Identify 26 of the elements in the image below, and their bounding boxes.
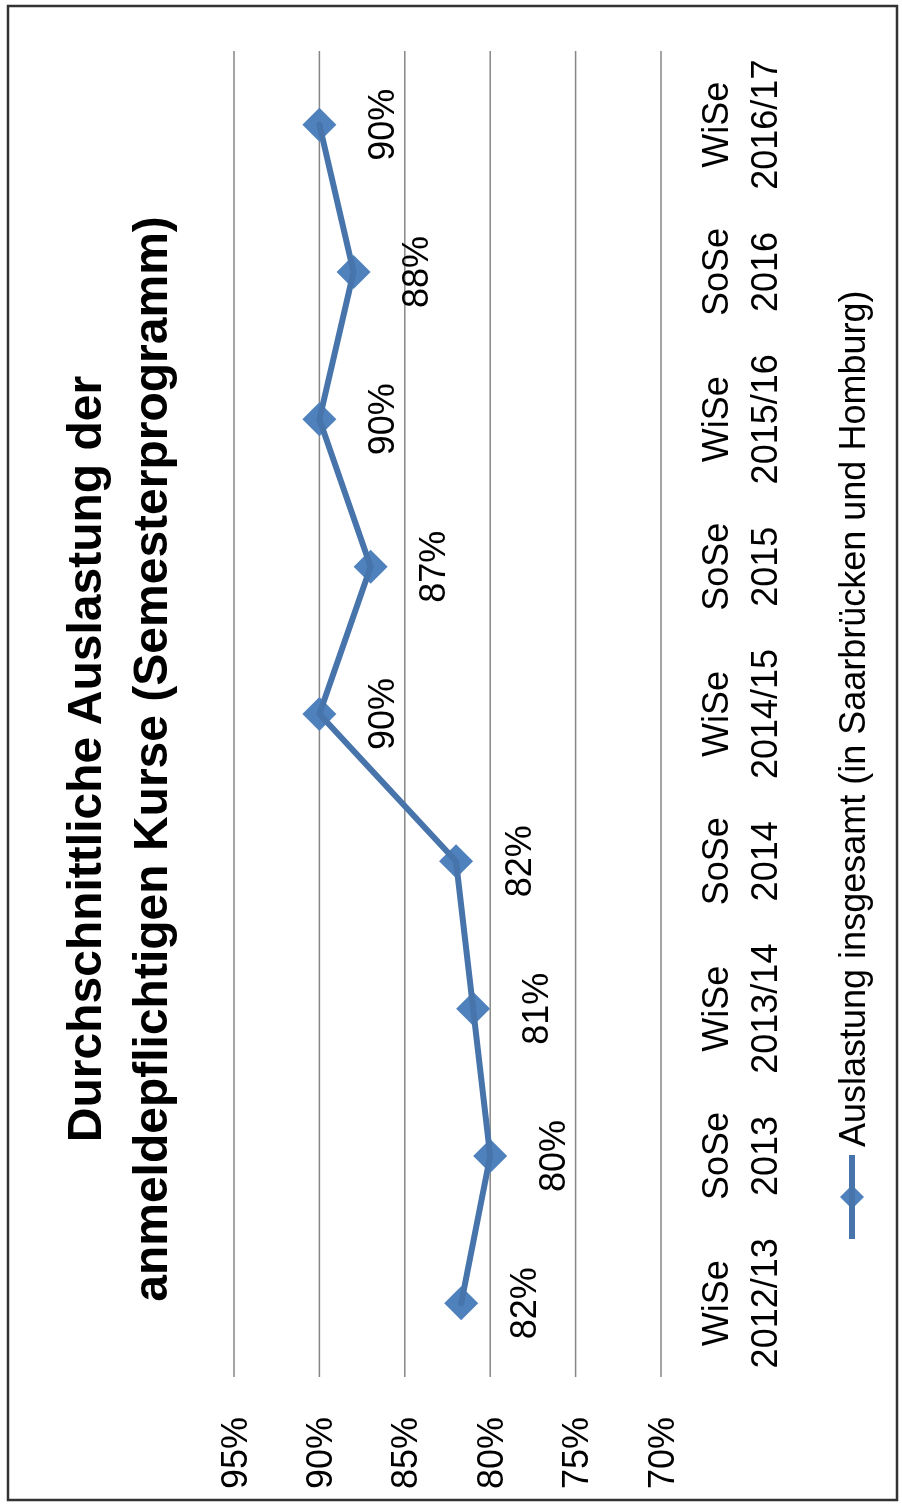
y-tick-label: SoSe 2014 xyxy=(695,817,785,906)
data-label: 90% xyxy=(360,383,402,456)
data-label: 88% xyxy=(395,235,437,309)
y-tick-label: WiSe 2014/15 xyxy=(695,648,785,780)
x-tick-label: 70% xyxy=(640,1417,682,1490)
data-label: 90% xyxy=(360,88,402,161)
data-label: 81% xyxy=(514,972,556,1045)
x-tick-label: 75% xyxy=(555,1417,597,1490)
x-tick-label: 95% xyxy=(213,1417,255,1490)
y-tick-label: WiSe 2015/16 xyxy=(695,354,785,485)
data-label: 82% xyxy=(497,825,539,898)
text: Durchschnittliche Auslastung der anmeldepflichtigen Kurse (Semesterprogramm) xyxy=(58,216,177,1302)
y-tick-label: SoSe 2013 xyxy=(695,1111,785,1201)
data-label: 80% xyxy=(531,1119,573,1193)
y-tick-label: WiSe 2016/17 xyxy=(695,59,785,190)
y-tick-label: SoSe 2015 xyxy=(695,522,785,611)
text: Auslastung insgesamt (in Saarbrücken und Homburg) xyxy=(831,290,873,1147)
x-tick-label: 85% xyxy=(384,1417,426,1490)
data-label: 87% xyxy=(412,530,454,603)
data-label: 82% xyxy=(502,1267,544,1340)
y-tick-label: SoSe 2016 xyxy=(695,227,785,317)
y-tick-label: WiSe 2012/13 xyxy=(695,1238,785,1369)
data-label: 90% xyxy=(360,677,402,751)
x-tick-label: 80% xyxy=(469,1417,511,1490)
y-tick-label: WiSe 2013/14 xyxy=(695,943,785,1074)
x-tick-label: 90% xyxy=(298,1417,340,1490)
